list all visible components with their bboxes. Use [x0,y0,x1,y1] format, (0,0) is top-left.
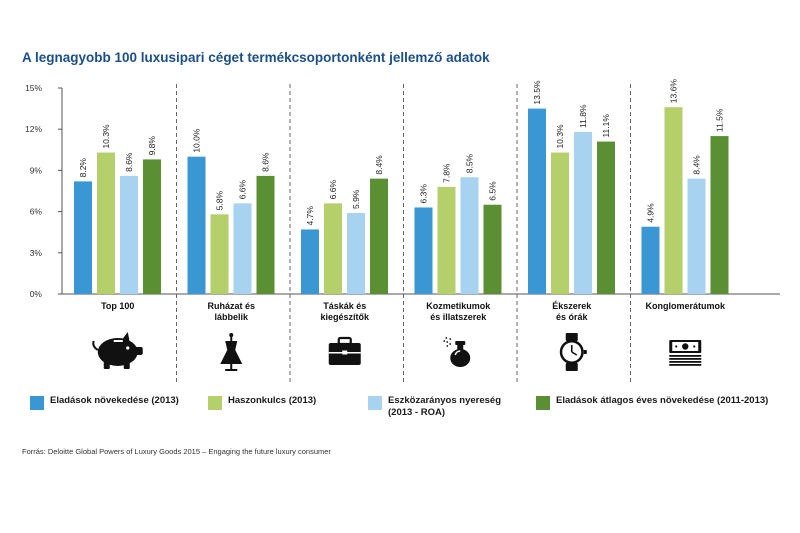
category-label: és illatszerek [430,312,487,322]
bar-value-label: 13.5% [532,80,542,105]
bar [551,152,569,294]
bar [574,131,592,294]
category-label: Ékszerek [552,301,592,311]
legend-label: Eladások növekedése (2013) [50,395,179,407]
bar [301,229,319,294]
legend-label-line: Eladások növekedése (2013) [50,395,179,406]
bar-value-label: 11.8% [578,104,588,128]
y-tick-label: 12% [25,124,42,134]
legend-swatch [536,396,550,410]
category-label: kiegészítők [320,312,370,322]
bar-value-label: 6.6% [328,180,338,200]
bar-value-label: 8.2% [78,158,88,178]
y-tick-label: 3% [30,248,43,258]
wristwatch-icon [559,333,587,371]
legend: Eladások növekedése (2013) Haszonkulcs (2… [30,395,790,425]
chart-svg: 0% 3% 6% 9% 12% 15% 8.2% 10.3% 8.6% 9.8% Top 100 10… [25,79,780,385]
bar [256,175,275,294]
briefcase-icon [328,336,361,365]
bar-value-label: 5.9% [351,189,361,209]
bar [324,203,342,294]
legend-label: Eladások átlagos éves növekedése (2011-2… [556,395,768,407]
category-label: és órák [556,312,589,322]
bar-value-label: 7.8% [442,163,452,183]
bar [347,212,365,294]
legend-item: Eladások átlagos éves növekedése (2011-2… [536,395,768,410]
bar [143,159,161,294]
money-stack-icon [669,340,702,366]
category-label: Táskák és [323,301,366,311]
legend-item: Eladások növekedése (2013) [30,395,179,410]
legend-label-line: Eladások átlagos éves növekedése (2011-2… [556,395,769,406]
legend-swatch [208,396,222,410]
bar-value-label: 6.6% [238,180,248,200]
bar-value-label: 8.6% [261,152,271,172]
bar-value-label: 10.3% [555,124,565,149]
legend-label-line: Eszközarányos nyereség [388,395,502,406]
legend-item: Haszonkulcs (2013) [208,395,316,410]
bar [74,181,92,294]
legend-label-line: Haszonkulcs (2013) [228,395,317,406]
perfume-bottle-icon [443,337,471,367]
bar-value-label: 13.6% [669,79,679,104]
bar-value-label: 9.8% [147,136,157,156]
legend-swatch [368,396,382,410]
bar-value-label: 8.4% [692,155,702,175]
bar [664,107,683,294]
bar-value-label: 10.0% [192,128,202,153]
bar-value-label: 5.8% [215,191,225,211]
bar-value-label: 4.7% [305,206,315,226]
bar [597,141,615,294]
bar-value-label: 8.5% [465,153,475,173]
category-label: Top 100 [101,301,134,311]
bar [187,156,206,294]
chart-title: A legnagyobb 100 luxusipari céget termék… [22,50,490,65]
bar [370,178,388,294]
category-label: Ruházat és [207,301,255,311]
category-label: lábbelik [214,312,249,322]
bar [641,226,660,294]
bar-value-label: 8.6% [124,152,134,172]
bar-value-label: 10.3% [101,124,111,149]
bar-value-label: 11.5% [715,108,725,132]
category-label: Kozmetikumok [426,301,491,311]
legend-swatch [30,396,44,410]
legend-item: Eszközarányos nyereség (2013 - ROA) [368,395,501,419]
source-note: Forrás: Deloitte Global Powers of Luxury… [22,447,331,456]
y-tick-label: 9% [30,165,43,175]
y-tick-label: 6% [30,207,43,217]
y-tick-label: 15% [25,83,42,93]
bar-value-label: 6.3% [419,184,429,204]
bar [233,203,252,294]
bar-value-label: 11.1% [601,114,611,138]
bar [414,207,433,294]
bar [528,108,546,294]
bar [437,186,456,294]
bar [120,175,138,294]
bar [97,152,115,294]
bar-value-label: 8.4% [374,155,384,175]
bar [687,178,706,294]
dress-mannequin-icon [220,333,243,371]
bar [460,177,479,294]
legend-label: Haszonkulcs (2013) [228,395,316,407]
bar [483,204,502,294]
category-label: Konglomerátumok [645,301,726,311]
legend-label: Eszközarányos nyereség (2013 - ROA) [388,395,501,419]
y-tick-label: 0% [30,289,43,299]
piggy-bank-icon [92,332,143,369]
bar-value-label: 6.5% [488,181,498,201]
bar-value-label: 4.9% [646,203,656,223]
legend-label-line: (2013 - ROA) [388,407,446,418]
bar [710,136,729,294]
bar [210,214,229,294]
